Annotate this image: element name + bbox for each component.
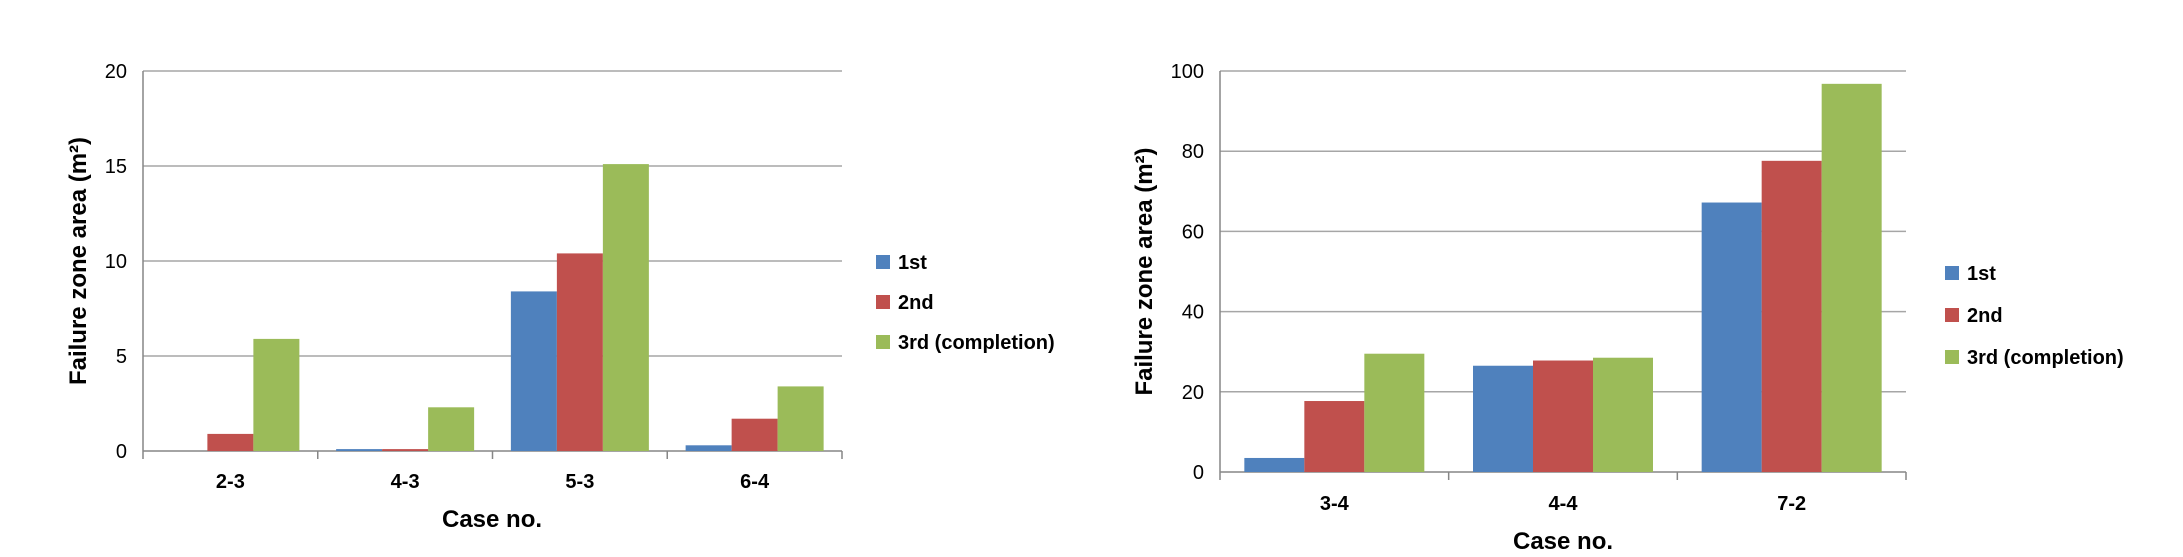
x-category-label: 6-4 [740,471,770,493]
bar-1st-6-4 [685,445,732,451]
bar-3rd-2-3 [253,338,300,451]
legend-label: 3rd (completion) [1967,347,2124,369]
bar-3rd-5-3 [602,164,649,451]
legend: 1st 2nd 3rd (completion) [876,252,1055,354]
y-tick-label: 15 [105,156,127,178]
legend-swatch [1945,308,1959,322]
legend-swatch [876,255,890,269]
y-tick-label: 60 [1182,221,1204,243]
bar-2nd-3-4 [1304,401,1365,472]
y-tick-label: 0 [1193,462,1204,484]
legend-swatch [876,335,890,349]
bar-3rd-7-2 [1821,83,1882,472]
legend-swatch [876,295,890,309]
chart-2: 0 20 40 60 80 100 3-4 4-4 7-2 Case no. Failure zon… [1131,61,2124,555]
legend-swatch [1945,266,1959,280]
legend-label: 2nd [898,292,934,314]
bar-1st-7-2 [1701,202,1762,472]
x-category-label: 4-4 [1549,493,1579,515]
legend-swatch [1945,350,1959,364]
bar-1st-3-4 [1244,457,1305,472]
bar-1st-4-4 [1473,365,1533,472]
bar-3rd-4-3 [428,407,475,451]
bar-2nd-4-3 [382,449,429,451]
bar-2nd-7-2 [1761,160,1822,472]
x-category-label: 4-3 [391,471,420,493]
bar-2nd-5-3 [556,253,603,451]
x-category-label: 2-3 [216,471,245,493]
y-tick-label: 0 [116,441,127,463]
bar-3rd-3-4 [1364,353,1425,472]
x-category-label: 3-4 [1320,493,1350,515]
x-category-label: 5-3 [565,471,594,493]
bar-2nd-6-4 [731,418,778,451]
y-tick-label: 40 [1182,302,1204,324]
y-axis-title: Failure zone area (m²) [1131,147,1158,395]
y-axis-title: Failure zone area (m²) [65,137,92,385]
y-tick-label: 5 [116,346,127,368]
bar-1st-4-3 [336,449,383,451]
chart-1: 0 5 10 15 20 2-3 4-3 5-3 6-4 Case no. Failure zone… [65,61,1055,533]
bar-3rd-4-4 [1593,357,1653,472]
y-tick-label: 10 [105,251,127,273]
y-tick-label: 20 [1182,382,1204,404]
y-tick-label: 100 [1171,61,1204,83]
x-axis-title: Case no. [1513,528,1613,555]
legend-label: 1st [1967,263,1996,285]
legend-label: 3rd (completion) [898,332,1055,354]
bar-1st-5-3 [510,291,557,451]
x-axis-title: Case no. [442,506,542,533]
x-category-label: 7-2 [1777,493,1806,515]
bar-3rd-6-4 [777,386,824,451]
y-tick-label: 80 [1182,141,1204,163]
legend-label: 2nd [1967,305,2003,327]
bar-2nd-4-4 [1533,360,1593,472]
y-tick-label: 20 [105,61,127,83]
legend-label: 1st [898,252,927,274]
bar-2nd-2-3 [207,433,254,451]
legend: 1st 2nd 3rd (completion) [1945,263,2124,369]
